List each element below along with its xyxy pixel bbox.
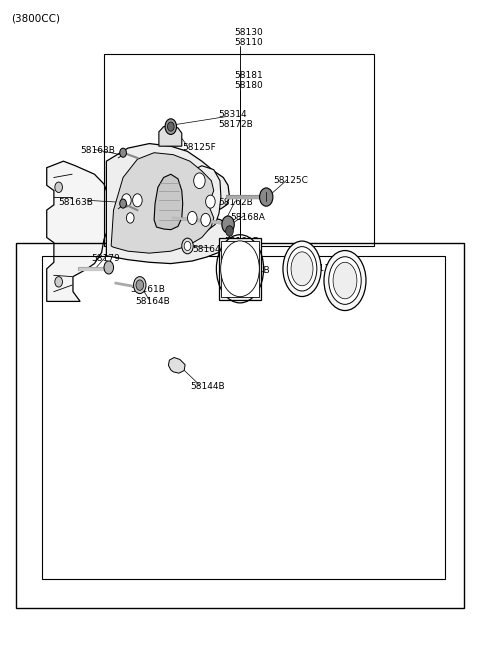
Polygon shape: [184, 166, 221, 233]
Circle shape: [226, 226, 233, 236]
Ellipse shape: [283, 241, 321, 297]
Ellipse shape: [291, 252, 313, 286]
Circle shape: [120, 199, 126, 208]
Polygon shape: [111, 153, 214, 253]
Circle shape: [260, 188, 273, 206]
Polygon shape: [168, 358, 185, 373]
Circle shape: [222, 216, 234, 233]
Bar: [221, 241, 259, 297]
Bar: [218, 238, 262, 300]
Polygon shape: [159, 125, 182, 146]
Text: 58162B: 58162B: [218, 198, 253, 207]
Text: 58314: 58314: [218, 111, 247, 119]
Circle shape: [133, 276, 146, 293]
Circle shape: [201, 214, 210, 227]
Circle shape: [194, 173, 205, 189]
Circle shape: [55, 182, 62, 193]
Bar: [104, 54, 373, 246]
Ellipse shape: [324, 251, 366, 310]
Ellipse shape: [333, 262, 357, 299]
Text: 58163B: 58163B: [80, 146, 115, 155]
Bar: [16, 243, 464, 608]
Circle shape: [188, 212, 197, 225]
Polygon shape: [114, 181, 144, 225]
Ellipse shape: [221, 241, 259, 297]
Circle shape: [205, 195, 215, 208]
Text: 58181: 58181: [234, 71, 263, 81]
Circle shape: [121, 194, 131, 207]
Text: 58164B: 58164B: [192, 246, 227, 254]
Circle shape: [168, 122, 174, 131]
Text: 58144B: 58144B: [190, 382, 225, 390]
Circle shape: [126, 213, 134, 223]
Circle shape: [136, 280, 144, 290]
Polygon shape: [125, 185, 152, 221]
Text: 58172B: 58172B: [218, 120, 253, 129]
Text: (3800CC): (3800CC): [11, 13, 60, 24]
Text: 58161B: 58161B: [130, 285, 165, 294]
Circle shape: [132, 194, 142, 207]
Text: 58114A: 58114A: [331, 275, 365, 284]
Circle shape: [104, 261, 114, 274]
Text: 58101B: 58101B: [225, 237, 260, 246]
Circle shape: [55, 276, 62, 287]
Text: 58125C: 58125C: [274, 176, 308, 185]
Text: 58179: 58179: [91, 254, 120, 263]
Text: 58164B: 58164B: [135, 297, 170, 306]
Polygon shape: [233, 272, 251, 287]
Text: 58163B: 58163B: [59, 198, 94, 207]
Text: 58112: 58112: [228, 254, 257, 263]
Polygon shape: [47, 161, 110, 301]
Polygon shape: [107, 143, 229, 263]
Circle shape: [120, 148, 126, 157]
Polygon shape: [154, 174, 183, 230]
Text: 58130: 58130: [234, 28, 263, 37]
Ellipse shape: [329, 257, 361, 305]
Circle shape: [182, 238, 193, 253]
Circle shape: [184, 242, 191, 251]
Text: 58168A: 58168A: [230, 213, 265, 222]
Text: 58113: 58113: [307, 265, 336, 273]
Text: 58180: 58180: [234, 81, 263, 90]
Text: 58144B: 58144B: [235, 266, 270, 275]
Ellipse shape: [287, 247, 317, 291]
Text: 58125F: 58125F: [183, 143, 216, 152]
Circle shape: [165, 119, 177, 134]
Bar: [42, 255, 445, 578]
Text: 58110: 58110: [234, 38, 263, 47]
